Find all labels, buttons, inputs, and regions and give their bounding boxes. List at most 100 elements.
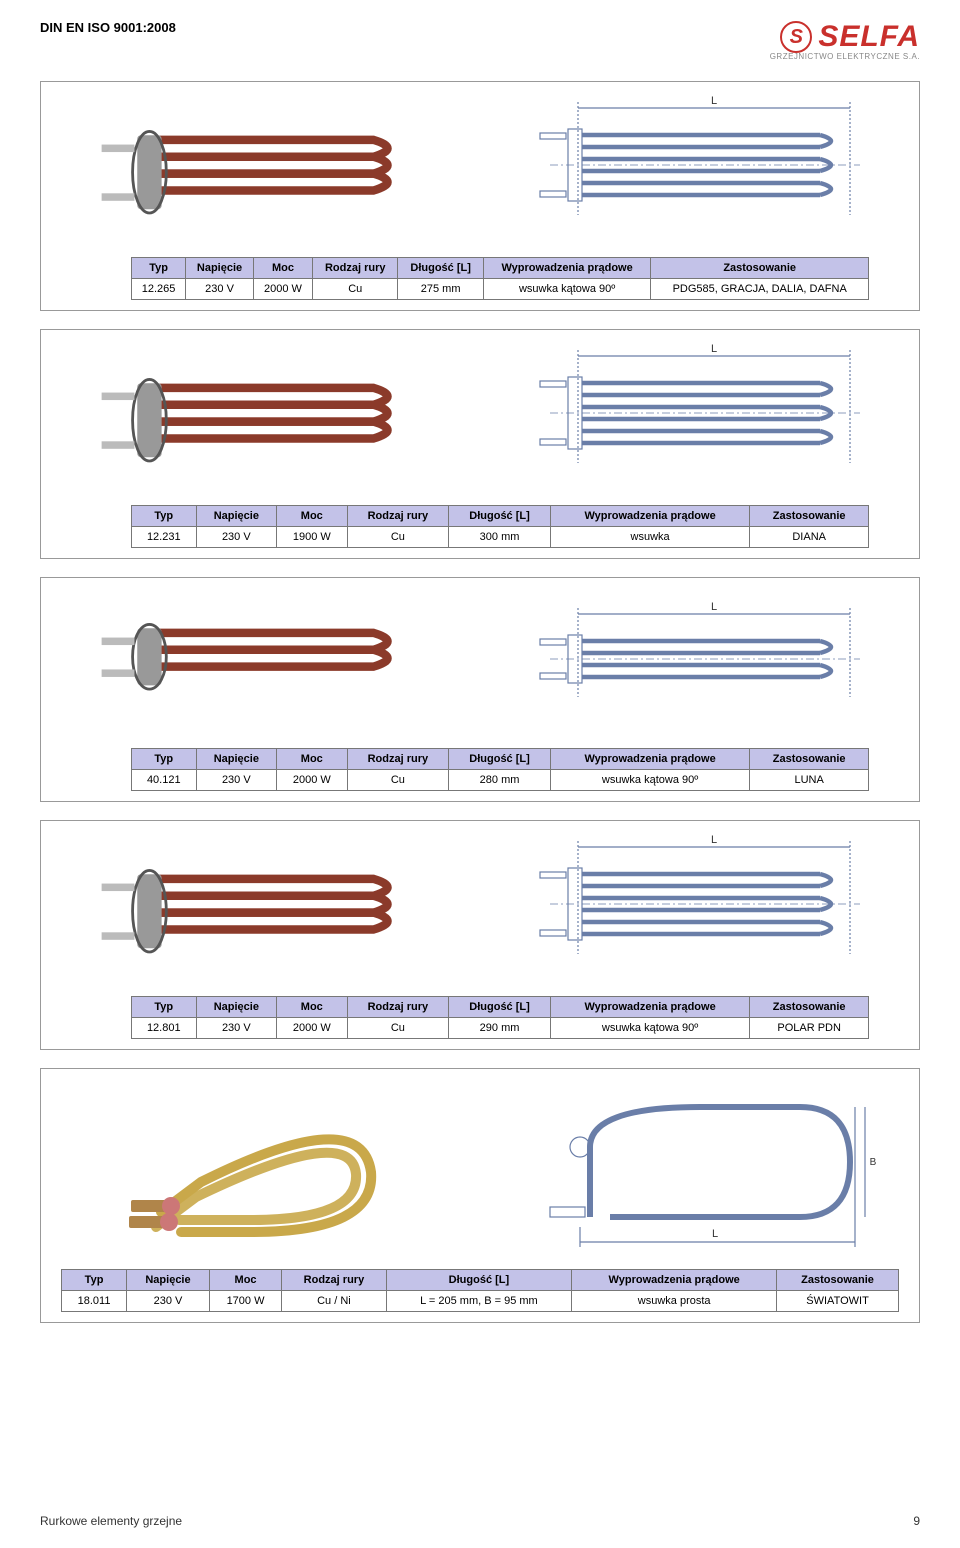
product-photo — [51, 1082, 470, 1252]
col-dlugosc: Długość [L] — [449, 997, 551, 1018]
col-dlugosc: Długość [L] — [449, 749, 551, 770]
svg-text:L: L — [710, 95, 716, 107]
table-row: 12.265 230 V 2000 W Cu 275 mm wsuwka kąt… — [132, 279, 869, 300]
product-drawing: L — [490, 596, 909, 727]
product-block: L Typ Napięcie Moc Rodzaj rury Długość [… — [40, 329, 920, 559]
cell-rodzaj-rury: Cu — [347, 527, 449, 548]
col-zastosowanie: Zastosowanie — [651, 258, 869, 279]
cell-zastosowanie: LUNA — [750, 770, 869, 791]
cell-moc: 1700 W — [209, 1291, 281, 1312]
cell-moc: 1900 W — [277, 527, 347, 548]
cell-wyprowadzenia: wsuwka prosta — [572, 1291, 777, 1312]
col-typ: Typ — [132, 506, 197, 527]
svg-text:L: L — [710, 343, 716, 355]
product-photo — [51, 341, 470, 491]
cell-typ: 18.011 — [62, 1291, 127, 1312]
cell-rodzaj-rury: Cu — [313, 279, 398, 300]
product-images-row: L — [51, 90, 909, 245]
table-row: 12.231 230 V 1900 W Cu 300 mm wsuwka DIA… — [132, 527, 869, 548]
iso-label: DIN EN ISO 9001:2008 — [40, 20, 176, 35]
page-header: DIN EN ISO 9001:2008 SELFA GRZEJNICTWO E… — [40, 20, 920, 61]
col-wyprowadzenia: Wyprowadzenia prądowe — [572, 1270, 777, 1291]
cell-napiecie: 230 V — [196, 1018, 277, 1039]
logo-icon — [780, 21, 812, 53]
cell-wyprowadzenia: wsuwka — [550, 527, 749, 548]
spec-table: Typ Napięcie Moc Rodzaj rury Długość [L]… — [131, 996, 869, 1039]
footer-left: Rurkowe elementy grzejne — [40, 1514, 182, 1528]
cell-rodzaj-rury: Cu / Ni — [282, 1291, 386, 1312]
cell-zastosowanie: DIANA — [750, 527, 869, 548]
svg-text:L: L — [710, 834, 716, 846]
cell-moc: 2000 W — [277, 770, 347, 791]
cell-napiecie: 230 V — [196, 527, 277, 548]
product-images-row: L — [51, 586, 909, 736]
product-drawing: L — [490, 90, 909, 245]
cell-dlugosc: 300 mm — [449, 527, 551, 548]
product-images-row: L — [51, 338, 909, 493]
spec-table: Typ Napięcie Moc Rodzaj rury Długość [L]… — [131, 505, 869, 548]
col-typ: Typ — [132, 997, 197, 1018]
cell-rodzaj-rury: Cu — [347, 1018, 449, 1039]
cell-zastosowanie: ŚWIATOWIT — [777, 1291, 899, 1312]
col-zastosowanie: Zastosowanie — [750, 749, 869, 770]
svg-text:L: L — [710, 601, 716, 613]
cell-typ: 12.231 — [132, 527, 197, 548]
cell-dlugosc: 290 mm — [449, 1018, 551, 1039]
cell-wyprowadzenia: wsuwka kątowa 90º — [550, 770, 749, 791]
product-block: L Typ Napięcie Moc Rodzaj rury Długość [… — [40, 81, 920, 311]
col-zastosowanie: Zastosowanie — [750, 997, 869, 1018]
footer-page-number: 9 — [913, 1514, 920, 1528]
col-rodzaj-rury: Rodzaj rury — [282, 1270, 386, 1291]
col-napiecie: Napięcie — [196, 749, 277, 770]
spec-table: Typ Napięcie Moc Rodzaj rury Długość [L]… — [61, 1269, 899, 1312]
cell-wyprowadzenia: wsuwka kątowa 90º — [550, 1018, 749, 1039]
cell-rodzaj-rury: Cu — [347, 770, 449, 791]
col-rodzaj-rury: Rodzaj rury — [313, 258, 398, 279]
spec-table: Typ Napięcie Moc Rodzaj rury Długość [L]… — [131, 257, 869, 300]
product-images-row: L B — [51, 1077, 909, 1257]
col-moc: Moc — [209, 1270, 281, 1291]
product-photo — [51, 93, 470, 243]
col-typ: Typ — [62, 1270, 127, 1291]
cell-dlugosc: 280 mm — [449, 770, 551, 791]
col-napiecie: Napięcie — [186, 258, 254, 279]
product-drawing: L — [490, 338, 909, 493]
col-napiecie: Napięcie — [196, 506, 277, 527]
col-moc: Moc — [253, 258, 312, 279]
cell-typ: 12.265 — [132, 279, 186, 300]
col-dlugosc: Długość [L] — [386, 1270, 572, 1291]
col-rodzaj-rury: Rodzaj rury — [347, 997, 449, 1018]
logo-text: SELFA — [818, 20, 920, 54]
cell-moc: 2000 W — [277, 1018, 347, 1039]
col-wyprowadzenia: Wyprowadzenia prądowe — [483, 258, 651, 279]
cell-moc: 2000 W — [253, 279, 312, 300]
product-photo — [51, 586, 470, 736]
spec-table: Typ Napięcie Moc Rodzaj rury Długość [L]… — [131, 748, 869, 791]
cell-wyprowadzenia: wsuwka kątowa 90º — [483, 279, 651, 300]
col-moc: Moc — [277, 997, 347, 1018]
product-photo — [51, 832, 470, 982]
col-wyprowadzenia: Wyprowadzenia prądowe — [550, 506, 749, 527]
cell-napiecie: 230 V — [186, 279, 254, 300]
cell-dlugosc: L = 205 mm, B = 95 mm — [386, 1291, 572, 1312]
col-rodzaj-rury: Rodzaj rury — [347, 506, 449, 527]
logo: SELFA GRZEJNICTWO ELEKTRYCZNE S.A. — [770, 20, 920, 61]
col-zastosowanie: Zastosowanie — [777, 1270, 899, 1291]
col-dlugosc: Długość [L] — [398, 258, 483, 279]
col-moc: Moc — [277, 749, 347, 770]
table-row: 18.011 230 V 1700 W Cu / Ni L = 205 mm, … — [62, 1291, 899, 1312]
product-drawing: L B — [490, 1077, 909, 1257]
cell-napiecie: 230 V — [127, 1291, 210, 1312]
col-zastosowanie: Zastosowanie — [750, 506, 869, 527]
product-drawing: L — [490, 829, 909, 984]
col-typ: Typ — [132, 258, 186, 279]
cell-dlugosc: 275 mm — [398, 279, 483, 300]
col-napiecie: Napięcie — [196, 997, 277, 1018]
col-rodzaj-rury: Rodzaj rury — [347, 749, 449, 770]
product-block: L B Typ Napięcie Moc Rodzaj rury Długość… — [40, 1068, 920, 1323]
col-typ: Typ — [132, 749, 197, 770]
svg-text:L: L — [711, 1228, 717, 1240]
product-block: L Typ Napięcie Moc Rodzaj rury Długość [… — [40, 820, 920, 1050]
col-napiecie: Napięcie — [127, 1270, 210, 1291]
col-wyprowadzenia: Wyprowadzenia prądowe — [550, 997, 749, 1018]
